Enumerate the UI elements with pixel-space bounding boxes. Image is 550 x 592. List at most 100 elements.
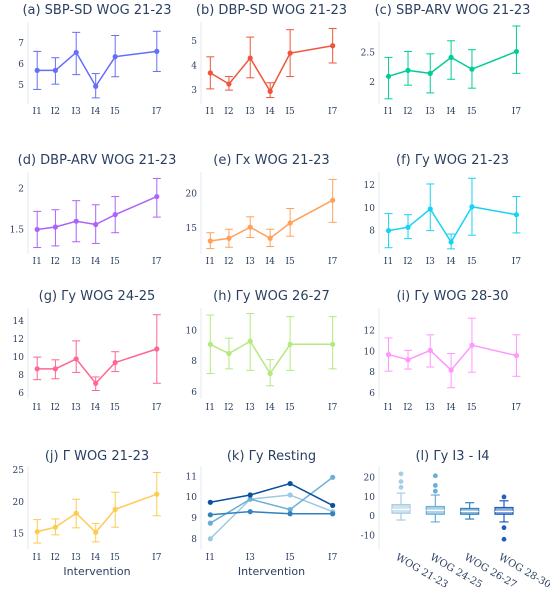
x-tick-label: I4: [266, 403, 276, 413]
x-tick-label: I4: [91, 257, 101, 267]
x-tick-label: I3: [426, 257, 436, 267]
x-tick-label: I3: [426, 403, 436, 413]
data-point: [267, 88, 273, 94]
x-tick-label: I4: [446, 257, 456, 267]
x-tick-label: I7: [152, 403, 162, 413]
y-tick-label: 12: [364, 327, 375, 337]
data-point: [330, 474, 336, 480]
panel-1: (b) DBP-SD WOG 21-23 3 4 5 I1 I2 I3 I4 I5 I7: [191, 3, 347, 117]
data-point: [93, 529, 99, 535]
series-line: [209, 340, 333, 375]
data-point: [112, 359, 118, 366]
data-point: [247, 496, 253, 502]
x-tick-label: I1: [206, 257, 215, 267]
box-outlier: [501, 525, 507, 531]
data-point: [52, 366, 59, 372]
series-line: [37, 493, 158, 534]
y-tick-label: 2: [369, 78, 375, 88]
data-point: [247, 338, 253, 344]
box-outlier: [501, 494, 507, 500]
y-tick-label: 10: [13, 353, 25, 363]
x-tick-label: I1: [206, 403, 215, 413]
x-axis-title: Intervention: [238, 565, 305, 578]
data-point: [427, 70, 433, 76]
panel-title: (e) Γx WOG 21-23: [213, 153, 329, 168]
data-point: [207, 512, 213, 518]
series-line: [388, 205, 517, 244]
data-point: [52, 524, 59, 530]
data-point: [427, 206, 433, 212]
panel-6: (g) Γy WOG 24-25 6 8 10 12 14 I1 I2 I3 I4 I5 I7: [13, 289, 162, 413]
x-tick-label: I1: [384, 257, 393, 267]
data-point: [226, 350, 232, 357]
x-tick-label: I7: [512, 403, 522, 413]
x-tick-label: I7: [328, 553, 338, 563]
data-point: [154, 193, 160, 200]
y-tick-label: 20: [364, 474, 376, 484]
data-point: [112, 54, 118, 60]
panel-7: (h) Γy WOG 26-27 6 8 10 I1 I2 I3 I4 I5 I7: [186, 289, 338, 413]
series-line: [209, 476, 334, 524]
data-point: [405, 67, 411, 73]
panel-title: (g) Γy WOG 24-25: [39, 289, 156, 304]
panel-title: (b) DBP-SD WOG 21-23: [196, 3, 347, 18]
x-tick-label: I7: [152, 257, 162, 267]
x-tick-label: I5: [285, 107, 295, 117]
y-tick-label: 10: [186, 326, 198, 336]
x-tick-label: I4: [446, 403, 456, 413]
x-tick-label: I1: [33, 257, 42, 267]
x-tick-label: I5: [111, 107, 121, 117]
panel-8: (i) Γy WOG 28-30 6 8 10 12 I1 I2 I3 I4 I5 I7: [364, 289, 522, 413]
data-point: [207, 341, 213, 347]
data-point: [112, 506, 118, 513]
panel-0: (a) SBP-SD WOG 21-23 5 6 7 I1 I2 I3 I4 I5 I7: [18, 3, 171, 117]
data-point: [247, 492, 253, 498]
y-tick-label: 6: [369, 389, 375, 399]
data-point: [154, 48, 160, 54]
x-tick-label: I1: [33, 107, 42, 117]
data-point: [34, 226, 40, 233]
y-tick-label: 1.5: [10, 225, 25, 235]
data-point: [287, 341, 293, 347]
data-point: [513, 352, 520, 359]
y-tick-label: 8: [18, 371, 24, 381]
data-point: [207, 520, 213, 526]
y-tick-label: 9: [191, 514, 197, 524]
y-tick-label: 10: [364, 493, 376, 503]
box-outlier: [432, 488, 438, 494]
data-point: [247, 55, 253, 61]
panel-5: (f) Γy WOG 21-23 8 10 12 I1 I2 I3 I4 I5 I7: [364, 153, 522, 267]
data-point: [207, 238, 213, 244]
x-tick-label: I1: [33, 553, 42, 563]
x-tick-label: I1: [206, 553, 215, 563]
x-tick-label: I7: [328, 257, 338, 267]
y-tick-label: 8: [369, 227, 375, 237]
y-tick-label: 15: [13, 530, 25, 540]
y-tick-label: 10: [364, 204, 376, 214]
y-tick-label: 12: [364, 181, 375, 191]
y-tick-label: 8: [191, 535, 197, 545]
data-point: [73, 510, 79, 516]
y-tick-label: 5: [18, 81, 24, 91]
box-outlier: [501, 536, 507, 542]
x-tick-label: I1: [33, 403, 42, 413]
data-point: [385, 228, 392, 234]
box-outlier: [398, 479, 404, 484]
y-tick-label: 8: [191, 357, 197, 367]
data-point: [247, 224, 253, 230]
x-tick-label: I2: [224, 107, 233, 117]
data-point: [247, 509, 253, 515]
x-tick-label: I5: [111, 257, 121, 267]
series-line: [209, 44, 333, 93]
panel-title: (c) SBP-ARV WOG 21-23: [375, 3, 531, 18]
x-tick-label: I1: [384, 107, 393, 117]
x-tick-label: I3: [246, 553, 256, 563]
data-point: [207, 70, 213, 76]
x-tick-label: I5: [111, 403, 121, 413]
data-point: [385, 73, 392, 79]
data-point: [287, 480, 293, 487]
x-tick-label: I5: [467, 403, 477, 413]
panel-title: (a) SBP-SD WOG 21-23: [22, 3, 171, 18]
x-tick-label: I5: [285, 553, 295, 563]
